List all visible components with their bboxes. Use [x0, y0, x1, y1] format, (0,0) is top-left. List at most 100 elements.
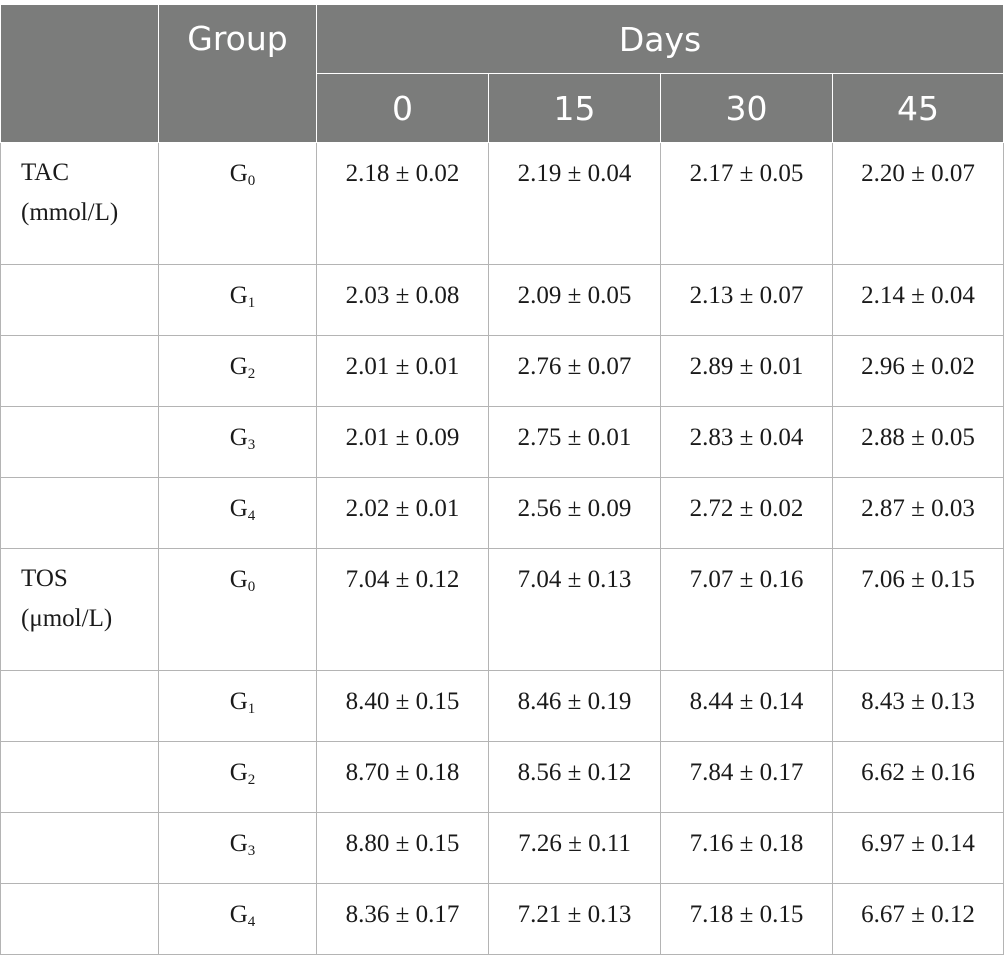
value-cell: 7.26 ± 0.11: [488, 812, 661, 884]
value-cell: 2.13 ± 0.07: [660, 264, 833, 336]
value-cell: 7.84 ± 0.17: [660, 741, 833, 813]
table-row: G3 8.80 ± 0.15 7.26 ± 0.11 7.16 ± 0.18 6.97 …: [0, 812, 1005, 884]
parameter-cell-empty: [0, 741, 159, 813]
group-subscript: 1: [247, 295, 256, 311]
header-day: 45: [831, 73, 1005, 143]
table-row: G2 2.01 ± 0.01 2.76 ± 0.07 2.89 ± 0.01 2.96 …: [0, 335, 1005, 407]
parameter-cell-empty: [0, 335, 159, 407]
group-cell: G2: [158, 335, 317, 407]
group-letter: G: [229, 688, 248, 715]
value-cell: 2.76 ± 0.07: [488, 335, 661, 407]
value-cell: 8.36 ± 0.17: [316, 883, 489, 955]
group-cell: G0: [158, 548, 317, 671]
header-days: Days: [315, 4, 1005, 74]
value-cell: 7.04 ± 0.13: [488, 548, 661, 671]
value-cell: 8.80 ± 0.15: [316, 812, 489, 884]
value-cell: 2.88 ± 0.05: [831, 406, 1005, 478]
parameter-cell-empty: [0, 883, 159, 955]
value-cell: 2.01 ± 0.09: [316, 406, 489, 478]
parameter-cell-empty: [0, 264, 159, 336]
value-cell: 2.56 ± 0.09: [488, 477, 661, 549]
group-subscript: 1: [247, 701, 256, 717]
value-cell: 2.09 ± 0.05: [488, 264, 661, 336]
value-cell: 7.06 ± 0.15: [831, 548, 1005, 671]
value-cell: 2.14 ± 0.04: [831, 264, 1005, 336]
value-cell: 8.40 ± 0.15: [316, 670, 489, 742]
parameter-cell-empty: [0, 477, 159, 549]
value-cell: 6.67 ± 0.12: [831, 883, 1005, 955]
table-row: G2 8.70 ± 0.18 8.56 ± 0.12 7.84 ± 0.17 6.62 …: [0, 741, 1005, 813]
parameter-cell-empty: [0, 406, 159, 478]
value-cell: 2.03 ± 0.08: [316, 264, 489, 336]
value-cell: 8.43 ± 0.13: [831, 670, 1005, 742]
value-cell: 2.83 ± 0.04: [660, 406, 833, 478]
table-row: G1 2.03 ± 0.08 2.09 ± 0.05 2.13 ± 0.07 2.14 …: [0, 264, 1005, 336]
header-day: 0: [316, 73, 489, 143]
value-cell: 7.04 ± 0.12: [316, 548, 489, 671]
group-cell: G2: [158, 741, 317, 813]
value-cell: 7.18 ± 0.15: [660, 883, 833, 955]
group-letter: G: [229, 424, 248, 451]
value-cell: 6.97 ± 0.14: [831, 812, 1005, 884]
group-cell: G1: [158, 264, 317, 336]
value-cell: 7.21 ± 0.13: [488, 883, 661, 955]
group-letter: G: [229, 160, 248, 187]
parameter-cell-empty: [0, 670, 159, 742]
value-cell: 2.72 ± 0.02: [660, 477, 833, 549]
table-row: G4 8.36 ± 0.17 7.21 ± 0.13 7.18 ± 0.15 6.67 …: [0, 883, 1005, 955]
parameter-unit: (mmol/L): [21, 199, 119, 226]
value-cell: 2.01 ± 0.01: [316, 335, 489, 407]
value-cell: 2.20 ± 0.07: [831, 142, 1005, 265]
group-cell: G3: [158, 812, 317, 884]
group-letter: G: [229, 495, 248, 522]
table-row: G1 8.40 ± 0.15 8.46 ± 0.19 8.44 ± 0.14 8.43 …: [0, 670, 1005, 742]
group-subscript: 2: [247, 366, 256, 382]
value-cell: 2.17 ± 0.05: [660, 142, 833, 265]
value-cell: 8.44 ± 0.14: [660, 670, 833, 742]
value-cell: 8.56 ± 0.12: [488, 741, 661, 813]
group-cell: G4: [158, 883, 317, 955]
parameter-name: TOS: [21, 565, 68, 592]
table-row: G4 2.02 ± 0.01 2.56 ± 0.09 2.72 ± 0.02 2.87 …: [0, 477, 1005, 549]
value-cell: 2.19 ± 0.04: [488, 142, 661, 265]
group-letter: G: [229, 830, 248, 857]
table-row: G3 2.01 ± 0.09 2.75 ± 0.01 2.83 ± 0.04 2.88 …: [0, 406, 1005, 478]
value-cell: 8.46 ± 0.19: [488, 670, 661, 742]
parameter-cell: TAC (mmol/L): [0, 142, 159, 265]
value-cell: 2.18 ± 0.02: [316, 142, 489, 265]
parameter-cell: TOS (μmol/L): [0, 548, 159, 671]
value-cell: 2.75 ± 0.01: [488, 406, 661, 478]
value-cell: 2.96 ± 0.02: [831, 335, 1005, 407]
group-letter: G: [229, 282, 248, 309]
value-cell: 7.07 ± 0.16: [660, 548, 833, 671]
value-cell: 7.16 ± 0.18: [660, 812, 833, 884]
table-row: TOS (μmol/L) G0 7.04 ± 0.12 7.04 ± 0.13 7.07 …: [0, 548, 1005, 671]
value-cell: 2.02 ± 0.01: [316, 477, 489, 549]
value-cell: 2.87 ± 0.03: [831, 477, 1005, 549]
value-cell: 6.62 ± 0.16: [831, 741, 1005, 813]
header-day: 30: [660, 73, 833, 143]
group-subscript: 3: [247, 437, 256, 453]
header-group: Group: [158, 4, 317, 143]
parameter-name: TAC: [21, 159, 69, 186]
group-letter: G: [229, 353, 248, 380]
parameter-cell-empty: [0, 812, 159, 884]
header-blank-cell: [0, 4, 159, 143]
parameter-unit: (μmol/L): [21, 605, 113, 632]
group-cell: G3: [158, 406, 317, 478]
group-cell: G0: [158, 142, 317, 265]
value-cell: 8.70 ± 0.18: [316, 741, 489, 813]
group-cell: G1: [158, 670, 317, 742]
group-subscript: 2: [247, 772, 256, 788]
header-day: 15: [488, 73, 661, 143]
group-subscript: 4: [247, 914, 256, 930]
group-subscript: 0: [247, 173, 256, 189]
results-table: Group Days 0 15 30 45 TAC (mmol/L) G0 2.18 …: [0, 4, 1005, 955]
value-cell: 2.89 ± 0.01: [660, 335, 833, 407]
group-subscript: 3: [247, 843, 256, 859]
table-row: TAC (mmol/L) G0 2.18 ± 0.02 2.19 ± 0.04 2.17 …: [0, 142, 1005, 265]
group-cell: G4: [158, 477, 317, 549]
group-letter: G: [229, 901, 248, 928]
group-letter: G: [229, 566, 248, 593]
group-subscript: 0: [247, 579, 256, 595]
